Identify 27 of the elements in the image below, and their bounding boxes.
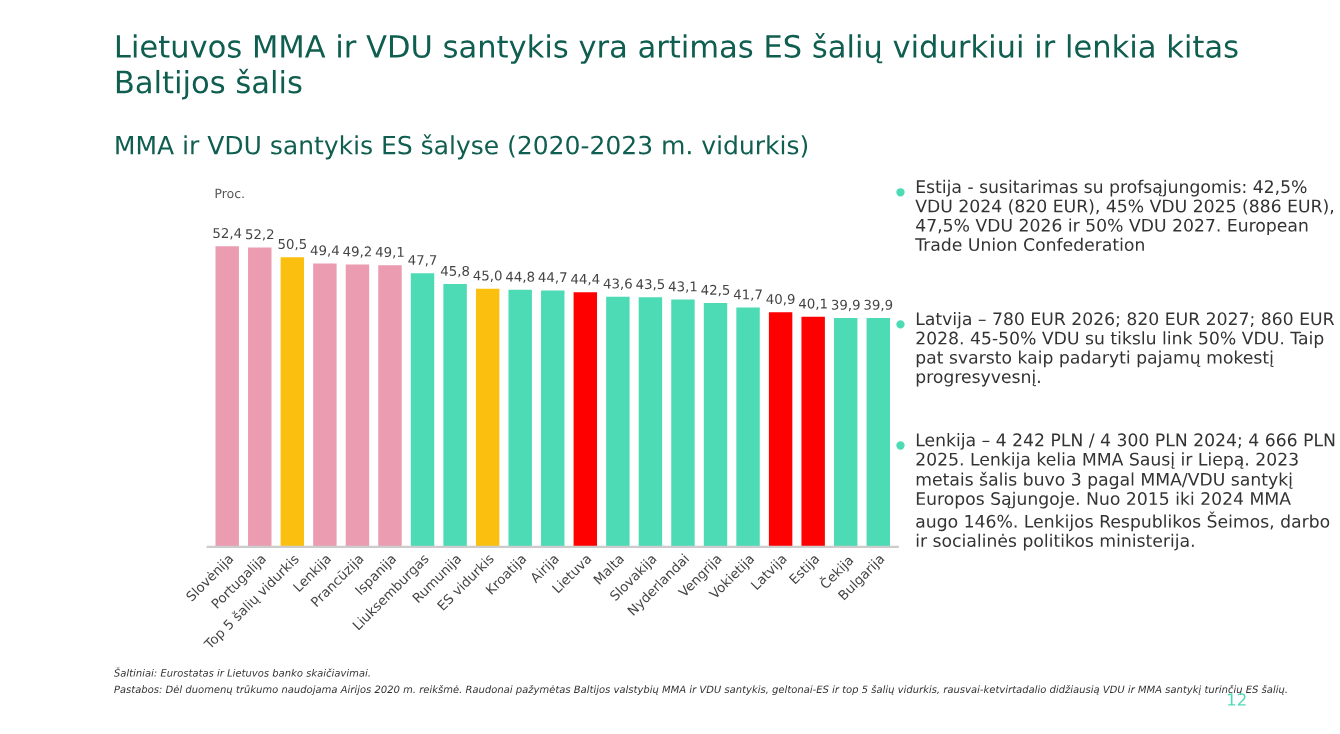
bar bbox=[606, 296, 630, 547]
bar bbox=[345, 264, 370, 547]
text: Latvija – 780 EUR 2026; 820 EUR 2027; 860 EUR 2028. 45-50% VDU su tikslu link 50% VDU. Taip pat svarsto kaip padaryti pajamų mokestį progresyvesnį. bbox=[916, 311, 1335, 387]
bar bbox=[541, 290, 565, 547]
bar bbox=[638, 297, 663, 547]
bar bbox=[573, 292, 598, 547]
bar bbox=[475, 288, 500, 547]
bar bbox=[736, 307, 760, 547]
chart-subtitle: MMA ir VDU santykis ES šalyse (2020-2023 m. vidurkis) bbox=[116, 134, 808, 160]
bar bbox=[443, 284, 467, 547]
bar bbox=[866, 317, 890, 547]
bar bbox=[313, 263, 337, 547]
bar bbox=[248, 247, 272, 547]
bar bbox=[215, 246, 239, 547]
bar bbox=[801, 316, 825, 547]
bar bbox=[280, 257, 305, 547]
bar bbox=[508, 289, 532, 547]
text: Estija - susitarimas su profsąjungomis: 42,5% VDU 2024 (820 EUR), 45% VDU 2025 (886 EUR), 47,5% VDU 2026 ir 50% VDU 2027. European Trade Union Confederation bbox=[915, 179, 1334, 252]
text: 12 bbox=[1227, 693, 1246, 706]
chart-title: Lietuvos MMA ir VDU santykis yra artimas ES šalių vidurkiui ir lenkia kitas Baltijos šalis bbox=[116, 33, 1238, 100]
bar bbox=[703, 303, 728, 547]
bar bbox=[410, 273, 435, 547]
bar bbox=[768, 312, 793, 547]
bar bbox=[671, 299, 695, 547]
bar bbox=[378, 265, 402, 547]
text: Lenkija – 4 242 PLN / 4 300 PLN 2024; 4 666 PLN 2025. Lenkija kelia MMA Sausį ir Liepą. 2023 metais šalis buvo 3 pagal MMA/VDU santykį Europos Sąjungoje. Nuo 2015 iki 2024 MMA augo 146%. Lenkijos Respublikos Šeimos, darbo ir socialinės politikos ministerija. bbox=[916, 433, 1335, 551]
bar bbox=[834, 317, 858, 547]
